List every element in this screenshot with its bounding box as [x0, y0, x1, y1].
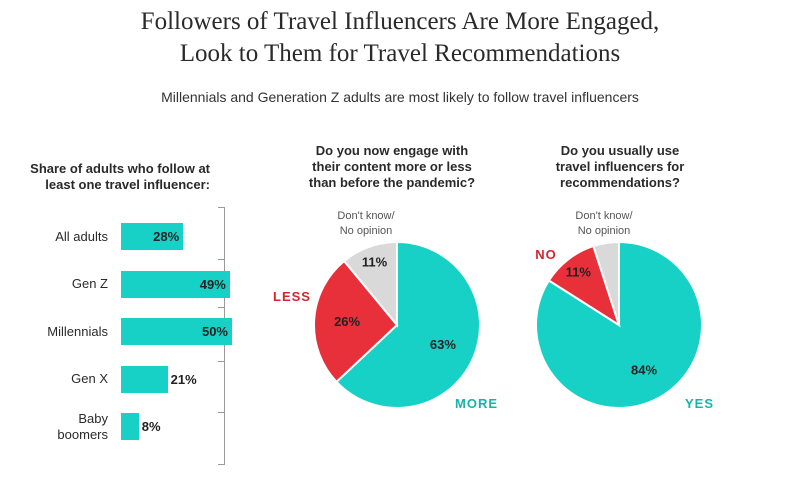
title-line-1: Followers of Travel Influencers Are More… — [140, 8, 660, 35]
pie1-heading-line-1: Do you now engage with — [315, 143, 469, 158]
bar-category-label-line: All adults — [55, 228, 108, 244]
bar-value-label: 49% — [199, 276, 226, 292]
bar-category-label-line: Millennials — [47, 323, 108, 339]
pie2-heading-line-1: Do you usually use — [560, 143, 680, 158]
bar-value-label: 28% — [153, 229, 180, 244]
dont-know-label-line: No opinion — [340, 225, 393, 237]
pie-slice-value-label: 11% — [566, 265, 592, 280]
bar-value-label: 8% — [141, 419, 161, 434]
bar-category-label: Gen X — [0, 371, 108, 387]
bar — [121, 365, 168, 393]
dont-know-label-line: Don't know/ — [337, 210, 395, 222]
recommendations-pie-heading: Do you usually use travel influencers fo… — [500, 143, 740, 191]
bar-heading-line-1: Share of adults who follow at — [30, 161, 210, 176]
chart-subtitle: Millennials and Generation Z adults are … — [161, 89, 639, 105]
pie2-heading-line-2: travel influencers for — [555, 159, 685, 174]
bar-category-label: Gen Z — [0, 276, 108, 292]
pie1-heading-line-2: their content more or less — [312, 159, 472, 174]
pie-category-label: MORE — [455, 396, 498, 411]
bar-axis-tick — [218, 361, 225, 362]
bar-axis-tick — [218, 464, 225, 465]
bar-axis-tick — [218, 412, 225, 413]
bar-category-label: All adults — [0, 229, 108, 245]
chart-title: Followers of Travel Influencers Are More… — [0, 6, 800, 70]
pie-slice-value-label: 26% — [334, 314, 360, 329]
pie-category-label: LESS — [273, 289, 311, 304]
bar-category-label-line: Gen Z — [71, 276, 108, 291]
bar-value-label: 50% — [201, 324, 228, 339]
bar-value-label: 21% — [170, 371, 197, 387]
bar — [121, 270, 230, 298]
bar-axis-tick — [218, 207, 225, 208]
pie-slice-value-label: 63% — [430, 337, 456, 352]
pie1-heading-line-3: than before the pandemic? — [308, 175, 476, 190]
bar — [121, 318, 232, 345]
pie2-heading-line-3: recommendations? — [560, 175, 680, 190]
engagement-pie-heading: Do you now engage with their content mor… — [272, 143, 512, 191]
bar-axis-tick — [218, 307, 225, 308]
bar — [121, 413, 139, 440]
bar-category-label: Millennials — [0, 324, 108, 340]
dont-know-label-line: No opinion — [578, 225, 631, 237]
bar-category-label-line: Gen X — [71, 371, 108, 386]
bar-axis-tick — [218, 259, 225, 260]
bar-category-label-line: Baby — [78, 410, 108, 426]
bar — [121, 223, 184, 250]
pie-category-label: YES — [685, 396, 714, 411]
pie-slice-don-t-know-no-opinion — [592, 240, 620, 326]
bar-chart-heading: Share of adults who follow at least one … — [10, 161, 210, 193]
pie-slice-more — [335, 240, 481, 409]
pie-slice-value-label: 11% — [362, 255, 388, 270]
pie-slice-yes — [535, 240, 703, 409]
pie-slice-value-label: 84% — [631, 363, 657, 378]
bar-heading-line-2: least one travel influencer: — [45, 177, 210, 192]
bar-category-label-line: boomers — [57, 426, 108, 442]
dont-know-label-line: Don't know/ — [575, 210, 633, 222]
pie-category-label: NO — [535, 247, 557, 262]
bar-category-label: Baby boomers — [0, 411, 108, 443]
title-line-2: Look to Them for Travel Recommendations — [179, 40, 621, 67]
pie-slice-less — [313, 259, 399, 384]
follower-share-bar-chart: All adults 28% Gen Z 49% Millennials 50% Gen X… — [0, 0, 260, 500]
pie-slice-don-t-know-no-opinion — [342, 240, 398, 328]
